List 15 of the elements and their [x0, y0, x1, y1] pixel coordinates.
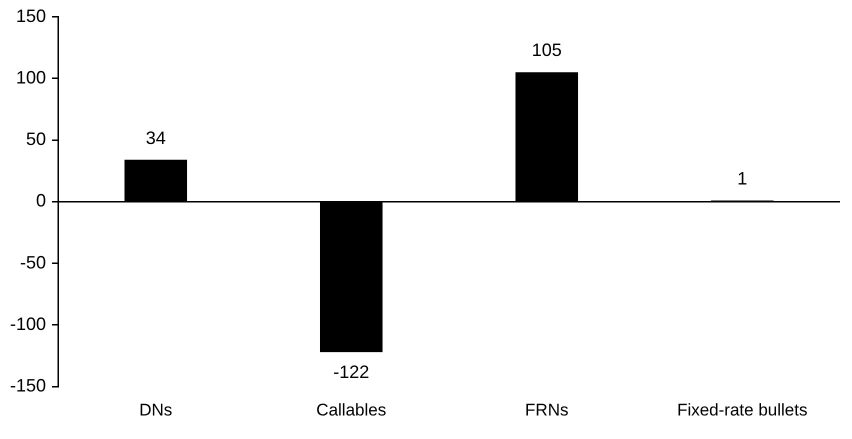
y-tick-label: 50: [26, 129, 46, 150]
data-label: 1: [737, 168, 748, 188]
x-tick-label: Fixed-rate bullets: [677, 400, 808, 420]
y-tick-label: -100: [10, 314, 46, 334]
y-tick-label: 150: [16, 6, 46, 26]
x-tick-label: Callables: [316, 400, 386, 420]
x-tick-label: DNs: [139, 400, 172, 420]
data-label: 34: [146, 128, 166, 148]
y-tick-label: -50: [20, 252, 46, 272]
y-tick-label: 100: [16, 67, 46, 88]
data-label: -122: [333, 362, 370, 382]
y-tick-label: 0: [36, 190, 46, 211]
x-tick-label: FRNs: [525, 400, 568, 420]
data-label: 105: [532, 40, 562, 60]
y-tick-label: -150: [10, 376, 46, 396]
